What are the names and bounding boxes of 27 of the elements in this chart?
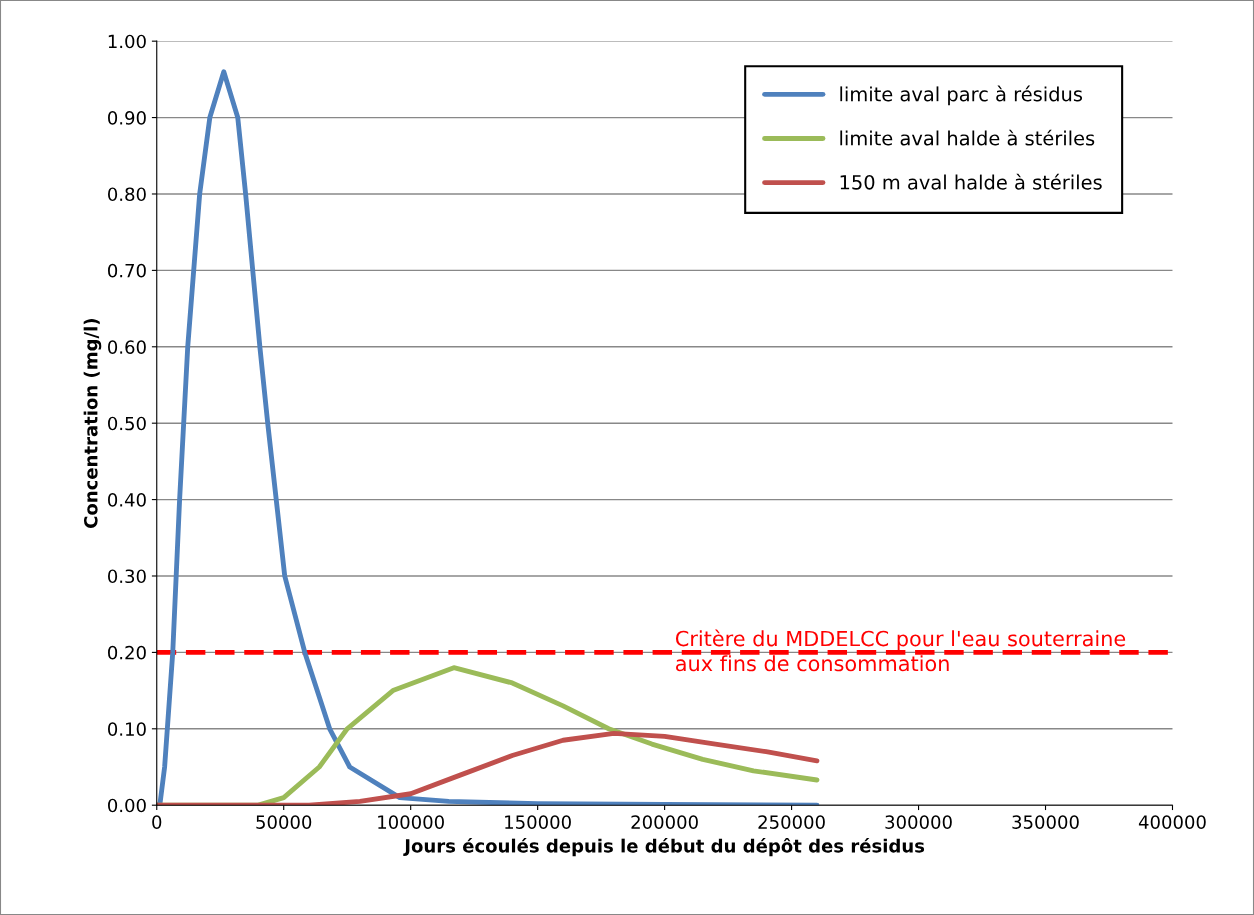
x-tick-label: 100000 (378, 815, 444, 829)
x-tick-label: 300000 (885, 815, 952, 829)
x-tick-label: 50000 (256, 815, 312, 829)
x-tick-label: 200000 (631, 815, 698, 829)
line-series (156, 730, 820, 806)
x-axis-title: Jours écoulés depuis le début du dépôt des résidus (403, 837, 925, 857)
y-tick-label: 0.00 (108, 798, 146, 813)
legend-label: limite aval halde à stériles (840, 129, 1095, 146)
x-tick-label: 350000 (1012, 815, 1079, 829)
x-tick-label: 0 (152, 815, 162, 829)
y-tick-label: 0.50 (108, 416, 146, 431)
ref-line-label: Critère du MDDELCC pour l'eau souterraine aux fins de consommation (675, 629, 1126, 672)
y-tick-label: 1.00 (108, 34, 146, 49)
y-axis-title: Concentration (mg/l) (83, 319, 102, 528)
x-tick-label: 250000 (758, 815, 825, 829)
y-tick-label: 0.40 (108, 493, 146, 507)
y-tick-label: 0.10 (108, 722, 146, 736)
y-tick-label: 0.90 (108, 111, 146, 125)
x-tick-label: 150000 (505, 815, 571, 829)
y-tick-label: 0.70 (108, 263, 146, 278)
y-tick-label: 0.20 (108, 645, 146, 660)
legend-label: limite aval parc à résidus (840, 85, 1083, 106)
y-tick-label: 0.30 (108, 569, 146, 584)
y-tick-label: 0.60 (108, 340, 146, 354)
x-tick-label: 400000 (1138, 815, 1206, 829)
legend-label: 150 m aval halde à stériles (840, 173, 1102, 190)
y-tick-label: 0.80 (108, 187, 146, 202)
